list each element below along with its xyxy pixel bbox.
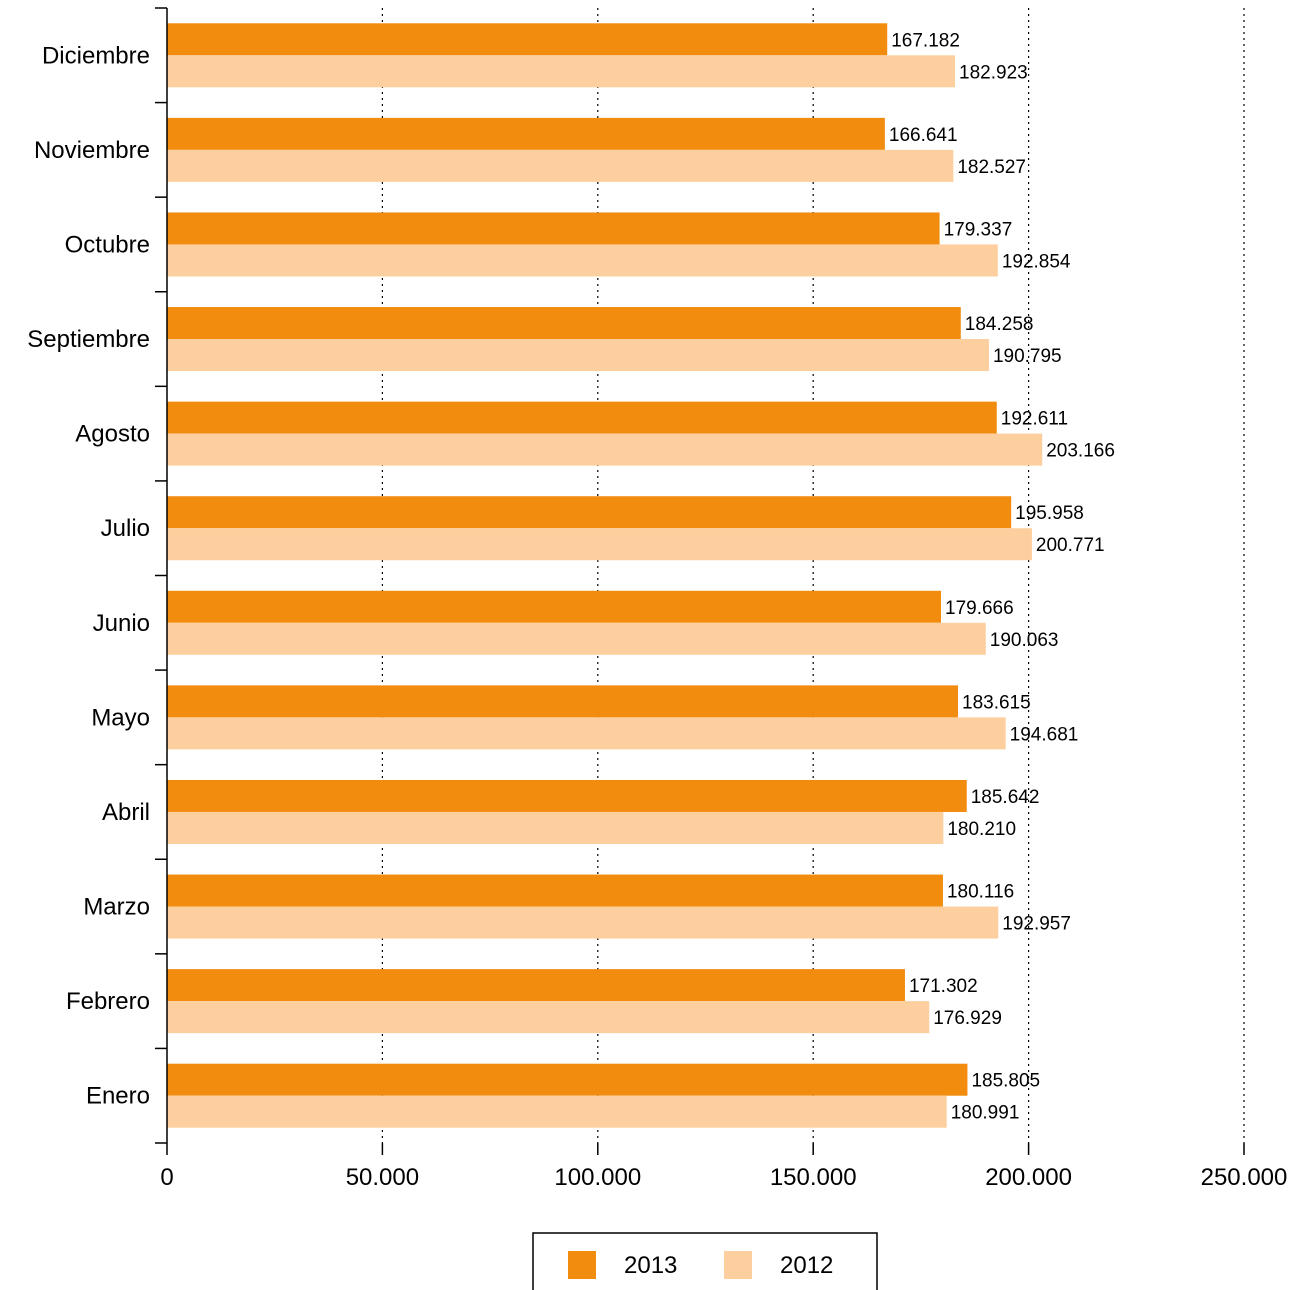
bar-2012-septiembre xyxy=(167,339,989,372)
data-label: 190.063 xyxy=(990,630,1059,651)
category-label: Septiembre xyxy=(27,326,150,353)
x-tick-label: 150.000 xyxy=(770,1164,857,1191)
data-label: 184.258 xyxy=(965,314,1034,335)
bars xyxy=(167,23,1043,1128)
bar-2013-agosto xyxy=(167,401,997,434)
x-tick-label: 50.000 xyxy=(346,1164,419,1191)
category-label: Abril xyxy=(102,799,150,826)
bar-2012-mayo xyxy=(167,717,1006,750)
category-label: Diciembre xyxy=(42,42,150,69)
bar-2012-febrero xyxy=(167,1001,930,1034)
category-label: Octubre xyxy=(65,231,150,258)
bar-2012-abril xyxy=(167,811,944,844)
data-label: 179.337 xyxy=(944,219,1013,240)
bar-2012-octubre xyxy=(167,244,998,277)
x-tick-label: 200.000 xyxy=(985,1164,1072,1191)
data-label: 185.805 xyxy=(971,1071,1040,1092)
data-label: 180.991 xyxy=(951,1103,1020,1124)
bar-2013-noviembre xyxy=(167,117,885,150)
category-label: Marzo xyxy=(83,894,150,921)
category-label: Enero xyxy=(86,1083,150,1110)
data-label: 179.666 xyxy=(945,598,1014,619)
data-label: 183.615 xyxy=(962,692,1031,713)
category-label: Julio xyxy=(101,515,150,542)
axes: Enero Febrero Marzo Abril Mayo Junio Julio Agos… xyxy=(27,7,1288,1191)
data-label: 192.611 xyxy=(1001,409,1068,430)
data-label: 182.527 xyxy=(957,157,1026,178)
bar-2013-mayo xyxy=(167,685,959,718)
data-label: 166.641 xyxy=(889,125,958,146)
bar-2012-marzo xyxy=(167,906,999,939)
bar-2013-diciembre xyxy=(167,23,888,56)
bar-2012-diciembre xyxy=(167,55,956,88)
bar-2013-junio xyxy=(167,590,942,623)
data-label: 180.116 xyxy=(947,882,1014,903)
data-label: 185.642 xyxy=(971,787,1040,808)
data-label: 192.957 xyxy=(1002,914,1071,935)
data-label: 203.166 xyxy=(1046,441,1115,462)
data-label: 190.795 xyxy=(993,346,1062,367)
bar-2013-septiembre xyxy=(167,307,961,340)
category-label: Febrero xyxy=(66,988,150,1015)
data-label: 176.929 xyxy=(933,1008,1002,1029)
legend-label: 2012 xyxy=(780,1252,833,1279)
data-labels: 185.805 180.991 171.302 176.929 180.116 192.9… xyxy=(889,30,1115,1123)
legend: 2013 2012 xyxy=(532,1232,878,1290)
data-label: 182.923 xyxy=(959,62,1028,83)
legend-label: 2013 xyxy=(624,1252,677,1279)
bar-2012-noviembre xyxy=(167,149,954,182)
bar-2013-enero xyxy=(167,1063,968,1096)
category-label: Mayo xyxy=(91,704,150,731)
data-label: 192.854 xyxy=(1002,251,1071,272)
data-label: 194.681 xyxy=(1010,724,1079,745)
data-label: 180.210 xyxy=(947,819,1016,840)
data-label: 167.182 xyxy=(891,30,960,51)
category-label: Noviembre xyxy=(34,137,150,164)
legend-swatch-2012 xyxy=(724,1251,752,1279)
data-label: 171.302 xyxy=(909,976,978,997)
x-tick-label: 0 xyxy=(160,1164,173,1191)
data-label: 200.771 xyxy=(1036,535,1105,556)
bar-2012-agosto xyxy=(167,433,1043,466)
legend-swatch-2013 xyxy=(568,1251,596,1279)
category-label: Agosto xyxy=(75,421,150,448)
bar-2013-octubre xyxy=(167,212,940,245)
bar-2012-julio xyxy=(167,528,1032,561)
bar-2013-julio xyxy=(167,496,1012,529)
bar-2012-enero xyxy=(167,1095,947,1128)
bar-2012-junio xyxy=(167,622,986,655)
data-label: 195.958 xyxy=(1015,503,1084,524)
bar-2013-marzo xyxy=(167,874,943,907)
x-tick-label: 100.000 xyxy=(554,1164,641,1191)
x-tick-label: 250.000 xyxy=(1201,1164,1288,1191)
bar-2013-abril xyxy=(167,779,967,812)
category-label: Junio xyxy=(93,610,150,637)
bar-2013-febrero xyxy=(167,969,905,1002)
